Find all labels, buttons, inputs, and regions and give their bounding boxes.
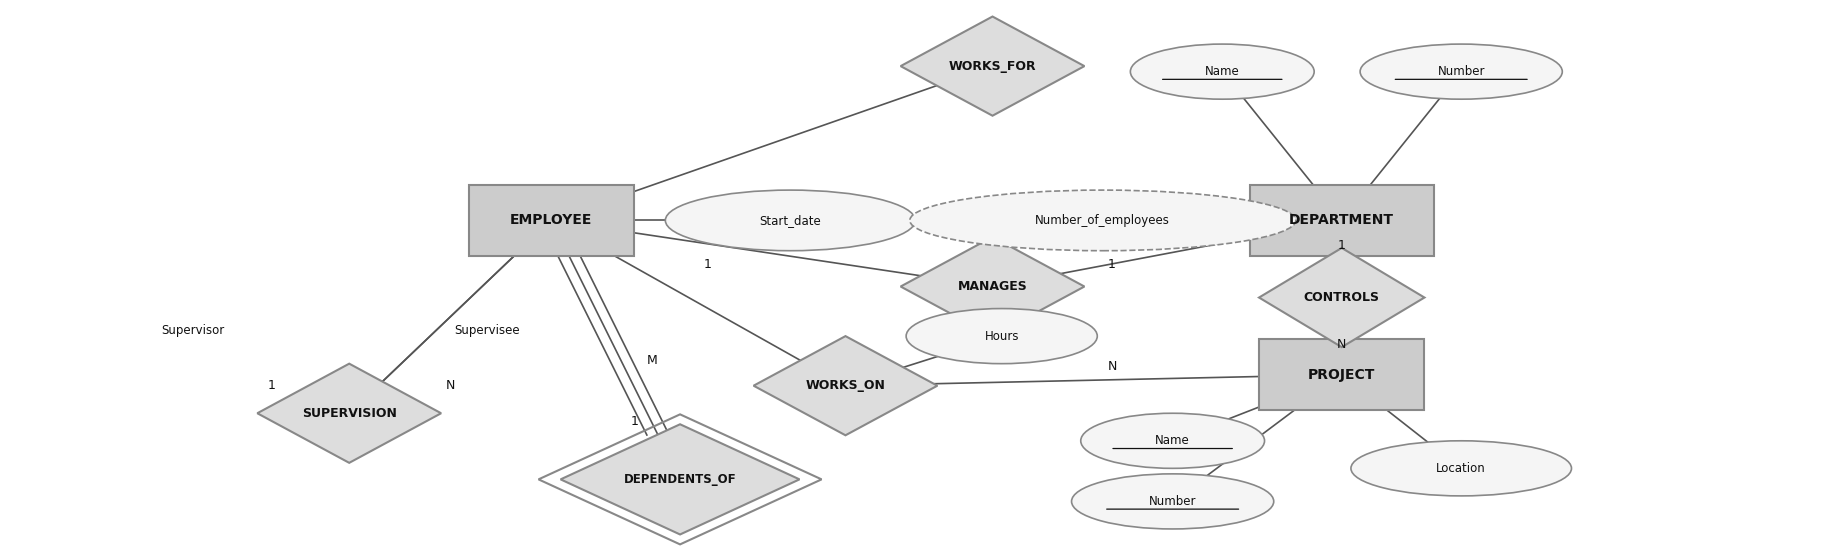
Polygon shape [901, 237, 1084, 336]
Text: M: M [647, 354, 658, 368]
Text: DEPARTMENT: DEPARTMENT [1288, 213, 1395, 228]
Ellipse shape [1130, 44, 1314, 99]
Text: DEPENDENTS_OF: DEPENDENTS_OF [623, 473, 737, 486]
Text: Supervisee: Supervisee [454, 324, 520, 337]
Text: PROJECT: PROJECT [1309, 368, 1375, 382]
Text: EMPLOYEE: EMPLOYEE [511, 213, 592, 228]
Ellipse shape [910, 190, 1296, 251]
FancyBboxPatch shape [1259, 339, 1424, 410]
Text: Hours: Hours [985, 329, 1018, 343]
Text: 1: 1 [1108, 258, 1116, 271]
Ellipse shape [1351, 441, 1571, 496]
Text: N: N [1106, 360, 1118, 373]
Text: N: N [445, 379, 456, 392]
Text: SUPERVISION: SUPERVISION [301, 407, 397, 420]
Ellipse shape [1072, 474, 1274, 529]
Text: MANAGES: MANAGES [958, 280, 1027, 293]
Text: Name: Name [1206, 65, 1239, 78]
Polygon shape [754, 336, 937, 435]
Text: WORKS_FOR: WORKS_FOR [948, 60, 1037, 73]
Ellipse shape [1081, 413, 1265, 468]
Polygon shape [561, 424, 800, 534]
Text: Number: Number [1437, 65, 1485, 78]
Text: 1: 1 [268, 379, 276, 392]
Text: 1: 1 [704, 258, 711, 271]
Text: N: N [1336, 338, 1347, 351]
Text: Supervisor: Supervisor [162, 324, 224, 337]
Ellipse shape [1360, 44, 1562, 99]
FancyBboxPatch shape [469, 185, 634, 256]
Text: Location: Location [1435, 462, 1487, 475]
Polygon shape [901, 17, 1084, 116]
Text: WORKS_ON: WORKS_ON [805, 379, 886, 392]
Polygon shape [257, 364, 441, 463]
Text: Number: Number [1149, 495, 1197, 508]
Text: 1: 1 [1338, 239, 1345, 252]
Text: Name: Name [1156, 434, 1189, 447]
Polygon shape [1259, 248, 1424, 347]
Text: CONTROLS: CONTROLS [1303, 291, 1380, 304]
Ellipse shape [665, 190, 915, 251]
Text: 1: 1 [630, 415, 638, 428]
Text: Number_of_employees: Number_of_employees [1035, 214, 1171, 227]
Text: Start_date: Start_date [759, 214, 822, 227]
FancyBboxPatch shape [1250, 185, 1434, 256]
Ellipse shape [906, 309, 1097, 364]
